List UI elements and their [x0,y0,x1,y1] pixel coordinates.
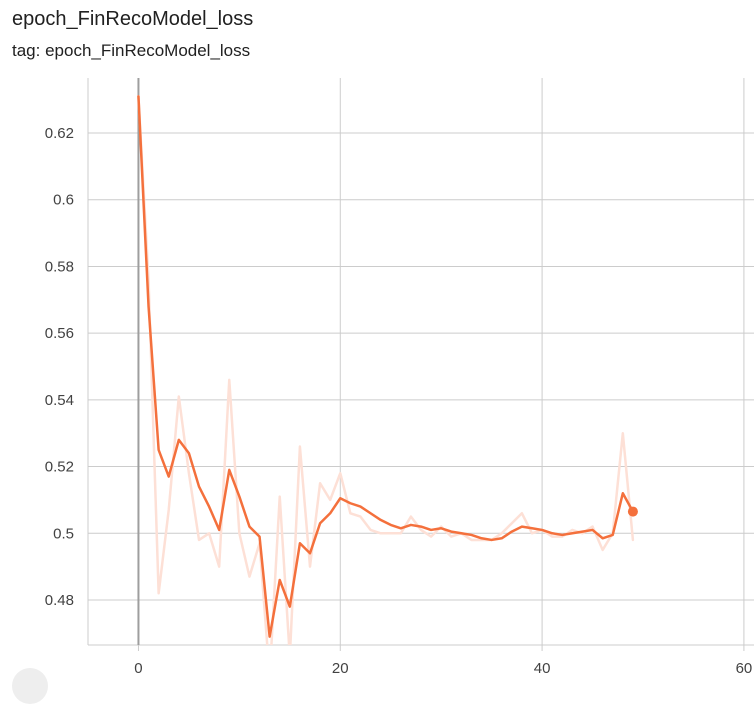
fit-domain-button[interactable] [12,668,48,704]
x-tick-label: 60 [736,660,753,677]
y-tick-label: 0.62 [45,125,74,142]
loss-chart: 0.48 0.5 0.52 0.54 0.56 0.58 0.6 0.62 0 20 40 60 [45,78,754,677]
y-tick-label: 0.5 [53,525,74,542]
chart-title: epoch_FinRecoModel_loss [12,8,254,30]
y-tick-label: 0.52 [45,459,74,476]
smoothed-series-line [137,95,635,638]
x-tick-label: 20 [332,660,349,677]
series-group [137,95,635,645]
y-tick-label: 0.6 [53,192,74,209]
x-tick-label: 0 [134,660,142,677]
last-point-marker [627,506,638,517]
y-tick-label: 0.54 [45,392,74,409]
y-tick-label: 0.58 [45,258,74,275]
raw-series-line [137,95,635,645]
y-tick-label: 0.48 [45,592,74,609]
chart-tag: tag: epoch_FinRecoModel_loss [12,41,251,60]
x-tick-label: 40 [534,660,551,677]
y-tick-label: 0.56 [45,325,74,342]
